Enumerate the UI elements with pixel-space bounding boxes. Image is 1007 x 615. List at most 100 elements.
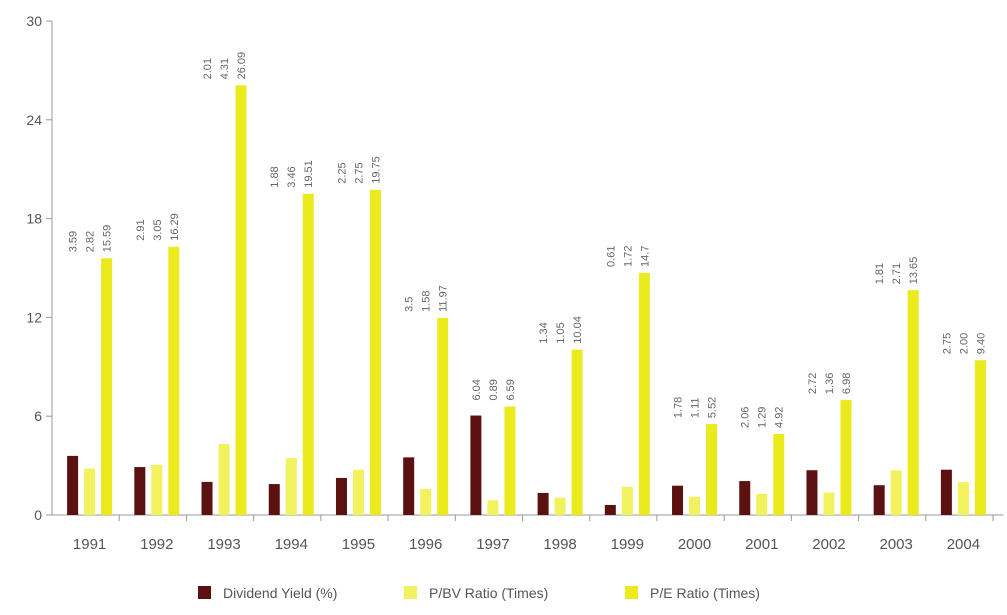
bar-pbv-2003 <box>890 470 902 515</box>
data-label: 6.59 <box>505 379 517 400</box>
x-tick-label: 2004 <box>947 536 980 553</box>
data-label: 14.7 <box>639 246 651 267</box>
data-label: 26.09 <box>236 52 248 80</box>
bar-dividend-2004 <box>940 469 952 515</box>
data-label: 4.31 <box>219 58 231 79</box>
bar-dividend-1994 <box>268 484 280 515</box>
data-label: 5.52 <box>707 397 719 418</box>
data-label: 2.25 <box>336 162 348 183</box>
data-label: 16.29 <box>169 213 181 241</box>
y-tick-label: 0 <box>34 507 42 523</box>
bar-pbv-2001 <box>756 493 768 515</box>
legend: Dividend Yield (%) P/BV Ratio (Times) P/E … <box>198 585 760 601</box>
data-label: 19.75 <box>370 156 382 184</box>
bar-pe-2002 <box>840 400 852 515</box>
x-tick-label: 1993 <box>207 536 240 553</box>
bar-dividend-1996 <box>403 457 415 515</box>
bar-pe-2004 <box>974 360 986 515</box>
data-label: 19.51 <box>303 160 315 188</box>
bar-dividend-2002 <box>806 470 818 515</box>
y-tick-label: 18 <box>26 211 42 227</box>
legend-swatch <box>404 586 417 599</box>
bar-dividend-1993 <box>201 481 213 515</box>
bar-pbv-1995 <box>352 469 364 515</box>
legend-swatch <box>198 586 211 599</box>
data-label: 15.59 <box>102 225 114 253</box>
data-label: 1.88 <box>269 166 281 187</box>
x-tick-label: 1996 <box>409 536 442 553</box>
bar-pbv-1998 <box>554 497 566 515</box>
bar-dividend-2001 <box>739 481 751 515</box>
data-label: 1.05 <box>555 322 567 343</box>
bar-pbv-1991 <box>84 468 96 515</box>
data-label: 2.71 <box>891 263 903 284</box>
bar-pbv-1997 <box>487 500 499 515</box>
data-label: 1.78 <box>673 397 685 418</box>
bar-dividend-1995 <box>335 477 347 515</box>
bar-dividend-2000 <box>672 485 684 515</box>
data-label: 2.01 <box>202 58 214 79</box>
x-tick-label: 1997 <box>476 536 509 553</box>
bar-pe-1997 <box>504 406 516 515</box>
y-axis: 0 6 12 18 24 30 <box>26 13 53 523</box>
data-label: 10.04 <box>572 316 584 344</box>
data-label: 1.36 <box>824 373 836 394</box>
bar-pe-2003 <box>907 290 919 515</box>
data-label: 1.34 <box>538 322 550 343</box>
bar-dividend-1997 <box>470 415 482 515</box>
x-tick-label: 2002 <box>812 536 845 553</box>
bar-pbv-1994 <box>285 458 297 515</box>
bar-pbv-2004 <box>957 482 969 515</box>
data-label: 0.89 <box>488 379 500 400</box>
data-label: 1.29 <box>757 407 769 428</box>
bar-pbv-2002 <box>823 492 835 515</box>
y-tick-label: 6 <box>34 408 42 424</box>
data-label: 1.72 <box>622 246 634 267</box>
bar-pe-1999 <box>638 272 650 515</box>
bar-dividend-2003 <box>873 485 885 515</box>
x-tick-label: 1991 <box>73 536 106 553</box>
legend-label: P/BV Ratio (Times) <box>429 585 548 601</box>
y-tick-label: 12 <box>26 309 42 325</box>
bar-pe-2001 <box>773 433 785 515</box>
bar-pe-2000 <box>706 424 718 515</box>
data-label: 3.05 <box>152 219 164 240</box>
bar-dividend-1991 <box>67 455 79 515</box>
bar-pbv-1993 <box>218 444 230 515</box>
bar-dividend-1998 <box>537 492 549 515</box>
data-label: 2.91 <box>135 219 147 240</box>
data-label: 3.59 <box>68 231 80 252</box>
y-tick-label: 24 <box>26 112 42 128</box>
x-tick-label: 1994 <box>275 536 308 553</box>
x-tick-label: 1992 <box>140 536 173 553</box>
legend-swatch <box>625 586 638 599</box>
x-tick-label: 2001 <box>745 536 778 553</box>
data-label: 2.06 <box>740 407 752 428</box>
data-label: 6.04 <box>471 379 483 400</box>
data-label: 0.61 <box>605 246 617 267</box>
x-tick-label: 2003 <box>879 536 912 553</box>
x-tick-label: 1995 <box>342 536 375 553</box>
bar-pe-1994 <box>302 193 314 515</box>
data-label: 1.81 <box>874 263 886 284</box>
data-label: 1.58 <box>421 290 433 311</box>
bar-dividend-1999 <box>604 504 616 515</box>
data-label: 6.98 <box>841 373 853 394</box>
bar-pe-1992 <box>168 246 180 515</box>
data-label: 9.40 <box>975 333 987 354</box>
bar-pe-1998 <box>571 349 583 515</box>
data-label: 2.82 <box>85 231 97 252</box>
data-label: 3.46 <box>286 166 298 187</box>
bar-dividend-1992 <box>134 467 146 515</box>
data-label: 4.92 <box>774 407 786 428</box>
bar-pe-1995 <box>369 189 381 516</box>
bar-pbv-1999 <box>621 486 633 515</box>
bar-groups <box>67 85 986 516</box>
x-tick-label: 1999 <box>611 536 644 553</box>
x-tick-label: 1998 <box>543 536 576 553</box>
data-label: 1.11 <box>690 398 702 419</box>
bar-pbv-1996 <box>420 488 432 515</box>
data-label: 2.75 <box>353 162 365 183</box>
data-labels: 3.59 2.82 15.59 2.91 3.05 16.29 2.01 4.31 26.09 1… <box>68 52 988 428</box>
